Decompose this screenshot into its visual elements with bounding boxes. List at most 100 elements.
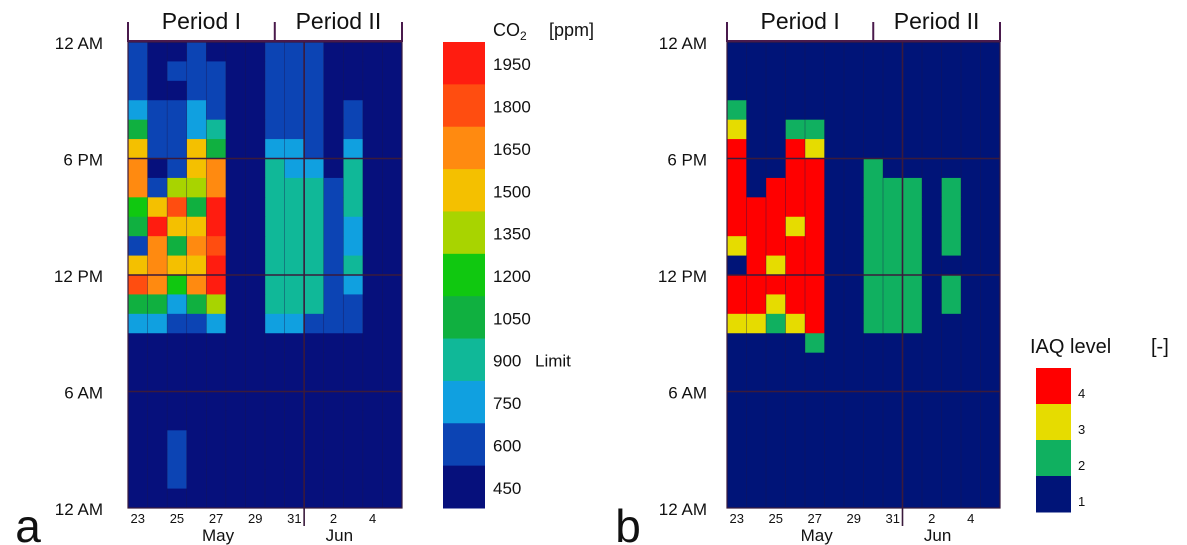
co2-colorbar-tick: 900: [493, 352, 521, 371]
panel-a-cell: [304, 313, 325, 334]
panel-a-cell: [225, 139, 246, 159]
panel-a-cell: [304, 469, 325, 489]
panel-b-cell: [961, 352, 981, 373]
panel-b-cell: [727, 469, 747, 489]
panel-b-cell: [727, 80, 747, 101]
panel-a-cell: [382, 391, 403, 412]
panel-a-cell: [147, 372, 168, 392]
panel-a-cell: [245, 430, 266, 451]
panel-b-cell: [941, 449, 962, 470]
panel-a-cell: [343, 294, 364, 315]
panel-a-cell: [382, 216, 403, 237]
panel-a-cell: [323, 352, 344, 373]
panel-a-cell: [382, 119, 403, 140]
panel-b-cell: [785, 100, 806, 121]
panel-a-cell: [128, 197, 148, 218]
panel-b-cell: [805, 100, 825, 121]
panel-b-period-label: Period II: [894, 8, 980, 34]
panel-b-cell: [824, 488, 845, 509]
panel-b-cell: [727, 236, 747, 256]
panel-a-cell: [382, 61, 403, 82]
panel-b-month-label: Jun: [924, 526, 951, 545]
panel-b-cell: [824, 449, 845, 470]
co2-colorbar-swatch: [443, 465, 485, 509]
panel-a-cell: [265, 177, 285, 198]
co2-colorbar-tick: 1200: [493, 267, 531, 286]
panel-a-cell: [265, 216, 285, 237]
panel-a-cell: [167, 158, 188, 179]
iaq-colorbar-tick: 4: [1078, 386, 1085, 401]
panel-a-cell: [245, 255, 266, 276]
panel-a-cell: [206, 80, 227, 101]
panel-b-cell: [766, 352, 786, 373]
panel-b-cell: [766, 236, 786, 256]
panel-b-cell: [844, 255, 864, 276]
panel-a-cell: [147, 177, 168, 198]
panel-a-cell: [245, 488, 266, 509]
panel-a-cell: [284, 430, 305, 451]
panel-a-cell: [186, 372, 207, 392]
panel-b-cell: [961, 42, 981, 62]
panel-a-cell: [382, 236, 403, 256]
iaq-colorbar-tick: 3: [1078, 422, 1085, 437]
panel-a-cell: [167, 275, 188, 295]
panel-a-cell: [186, 100, 207, 121]
panel-a-cell: [128, 119, 148, 140]
panel-b-cell: [785, 410, 806, 431]
panel-b-cell: [766, 177, 786, 198]
panel-a-cell: [323, 333, 344, 354]
panel-a-cell: [128, 410, 148, 431]
panel-a-cell: [206, 139, 227, 159]
panel-a-cell: [323, 313, 344, 334]
panel-a-cell: [323, 449, 344, 470]
panel-b-cell: [766, 488, 786, 509]
panel-a-cell: [206, 177, 227, 198]
panel-a-cell: [284, 158, 305, 179]
panel-b-cell: [863, 352, 884, 373]
co2-colorbar-swatch: [443, 423, 485, 467]
panel-a-cell: [362, 294, 383, 315]
panel-a-cell: [265, 236, 285, 256]
panel-a-cell: [284, 313, 305, 334]
panel-b-cell: [961, 294, 981, 315]
panel-a-cell: [304, 372, 325, 392]
panel-a-cell: [265, 100, 285, 121]
panel-b-cell: [961, 100, 981, 121]
panel-b-cell: [844, 488, 864, 509]
panel-b-cell: [941, 42, 962, 62]
panel-b-cell: [863, 177, 884, 198]
panel-a-cell: [382, 430, 403, 451]
panel-a-cell: [128, 313, 148, 334]
panel-b-y-tick-label: 12 PM: [658, 267, 707, 286]
iaq-colorbar-title: IAQ level: [1030, 336, 1111, 358]
panel-a-cell: [245, 139, 266, 159]
panel-a-cell: [186, 236, 207, 256]
panel-b-cell: [824, 42, 845, 62]
panel-a-cell: [382, 410, 403, 431]
panel-a-cell: [245, 469, 266, 489]
panel-a-cell: [284, 469, 305, 489]
panel-b-cell: [805, 294, 825, 315]
panel-a-cell: [167, 80, 188, 101]
panel-a-cell: [167, 61, 188, 82]
panel-b-cell: [746, 410, 767, 431]
panel-b-cell: [766, 313, 786, 334]
panel-a-cell: [304, 216, 325, 237]
panel-a-cell: [186, 139, 207, 159]
panel-b-heatmap: [726, 22, 1001, 526]
panel-a-cell: [382, 177, 403, 198]
panel-b-cell: [805, 333, 825, 354]
panel-a-cell: [304, 275, 325, 295]
panel-a-cell: [147, 139, 168, 159]
panel-b-cell: [746, 294, 767, 315]
panel-b-cell: [746, 80, 767, 101]
panel-b-cell: [785, 372, 806, 392]
co2-colorbar-swatch: [443, 296, 485, 340]
panel-a-cell: [265, 449, 285, 470]
panel-b-cell: [922, 488, 942, 509]
panel-b-cell: [961, 216, 981, 237]
panel-a-cell: [323, 80, 344, 101]
panel-b-cell: [922, 255, 942, 276]
panel-b-cell: [980, 139, 1001, 159]
